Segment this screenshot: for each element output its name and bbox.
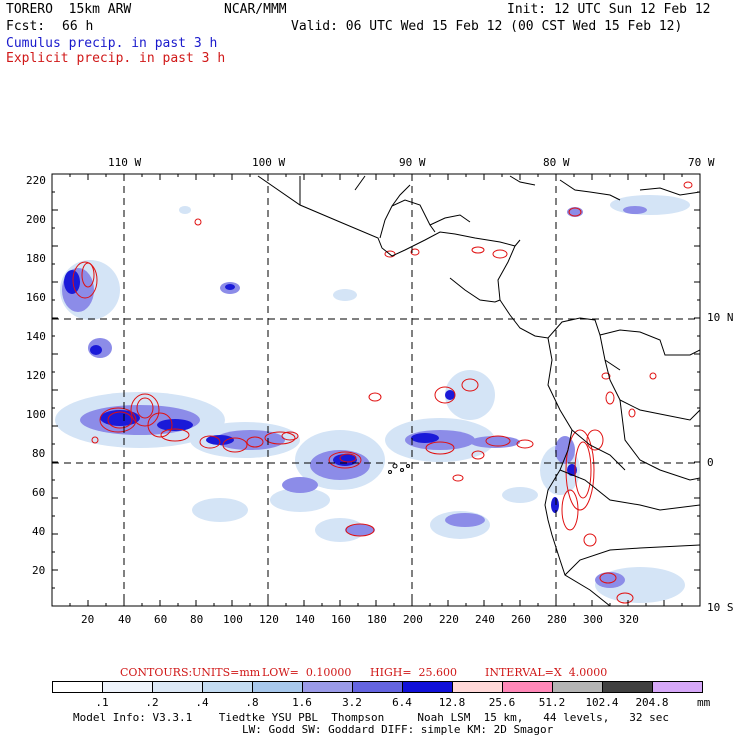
y-tick-label: 20 [32, 564, 46, 577]
contours-high: HIGH= 25.600 [370, 666, 458, 679]
color-bar-swatch [302, 681, 353, 693]
x-tick-label: 180 [367, 613, 387, 626]
y-tick-label: 140 [26, 330, 46, 343]
lon-label-80w: 80 W [543, 156, 570, 169]
y-tick-label: 120 [26, 369, 46, 382]
y-tick-label: 160 [26, 291, 46, 304]
contours-label: CONTOURS: [120, 666, 193, 679]
cumulus-heavy-cores [64, 270, 577, 513]
x-tick-label: 320 [619, 613, 639, 626]
lat-label-0: 0 [707, 456, 714, 469]
color-bar-swatch [602, 681, 653, 693]
x-tick-label: 160 [331, 613, 351, 626]
x-tick-label: 40 [118, 613, 132, 626]
x-tick-label: 240 [475, 613, 495, 626]
legend-explicit: Explicit precip. in past 3 h [6, 51, 226, 66]
color-bar-label: 12.8 [438, 696, 466, 709]
x-tick-label: 80 [190, 613, 204, 626]
x-tick-label: 120 [259, 613, 279, 626]
x-tick-label: 200 [403, 613, 423, 626]
contours-low: LOW= 0.10000 [262, 666, 352, 679]
lon-label-110w: 110 W [108, 156, 142, 169]
color-bar-swatch [652, 681, 703, 693]
x-tick-label: 300 [583, 613, 603, 626]
color-bar-swatch [202, 681, 253, 693]
color-bar-swatch [52, 681, 103, 693]
lon-label-90w: 90 W [399, 156, 426, 169]
color-bar-label: 6.4 [392, 696, 412, 709]
y-tick-label: 200 [26, 213, 46, 226]
forecast-label: Fcst: [6, 19, 46, 34]
color-bar-swatch [502, 681, 553, 693]
color-bar-label: 25.6 [488, 696, 516, 709]
x-tick-label: 60 [154, 613, 168, 626]
y-tick-label: 60 [32, 486, 46, 499]
x-tick-label: 100 [223, 613, 243, 626]
color-bar-label: 204.8 [635, 696, 669, 709]
color-bar-label: .1 [95, 696, 109, 709]
contours-units: UNITS=mm [192, 666, 261, 679]
forecast-hours: 66 h [62, 19, 94, 34]
y-tick-label: 100 [26, 408, 46, 421]
color-bar-label: 102.4 [585, 696, 619, 709]
y-tick-label: 80 [32, 447, 46, 460]
explicit-precip-contours [72, 181, 693, 604]
color-bar-swatch [452, 681, 503, 693]
color-bar-swatch [402, 681, 453, 693]
color-bar-unit: mm [697, 696, 711, 709]
color-bar-swatch [102, 681, 153, 693]
color-bar-label: .8 [245, 696, 259, 709]
x-tick-label: 140 [295, 613, 315, 626]
color-bar-swatch [252, 681, 303, 693]
coastlines [257, 175, 700, 606]
x-tick-label: 280 [547, 613, 567, 626]
x-tick-label: 260 [511, 613, 531, 626]
y-tick-label: 180 [26, 252, 46, 265]
valid-time: Valid: 06 UTC Wed 15 Feb 12 (00 CST Wed … [291, 19, 683, 34]
color-bar-swatch [552, 681, 603, 693]
y-tick-label: 40 [32, 525, 46, 538]
color-bar-label: 3.2 [342, 696, 362, 709]
color-bar-label: .2 [145, 696, 159, 709]
color-bar-swatch [152, 681, 203, 693]
physics-info: LW: Godd SW: Goddard DIFF: simple KM: 2D… [242, 723, 554, 736]
color-bar-swatch [352, 681, 403, 693]
axis-ticks [51, 173, 701, 607]
init-time: Init: 12 UTC Sun 12 Feb 12 [507, 2, 711, 17]
lon-label-100w: 100 W [252, 156, 286, 169]
lat-label-10s: 10 S [707, 601, 734, 614]
organization-label: NCAR/MMM [224, 2, 287, 17]
lon-label-70w: 70 W [688, 156, 715, 169]
map-frame [51, 173, 701, 607]
lat-lon-grid [52, 174, 700, 606]
color-bar-label: 51.2 [538, 696, 566, 709]
model-info: Model Info: V3.3.1 Tiedtke YSU PBL Thomp… [73, 711, 670, 724]
x-tick-label: 220 [439, 613, 459, 626]
contours-interval: INTERVAL=X 4.0000 [485, 666, 608, 679]
color-bar-label: .4 [195, 696, 209, 709]
lat-label-10n: 10 N [707, 311, 734, 324]
cumulus-light-patches [55, 195, 690, 603]
model-title: TORERO 15km ARW [6, 2, 132, 17]
color-bar-label: 1.6 [292, 696, 312, 709]
x-tick-label: 20 [81, 613, 95, 626]
y-tick-label: 220 [26, 174, 46, 187]
legend-cumulus: Cumulus precip. in past 3 h [6, 36, 218, 51]
